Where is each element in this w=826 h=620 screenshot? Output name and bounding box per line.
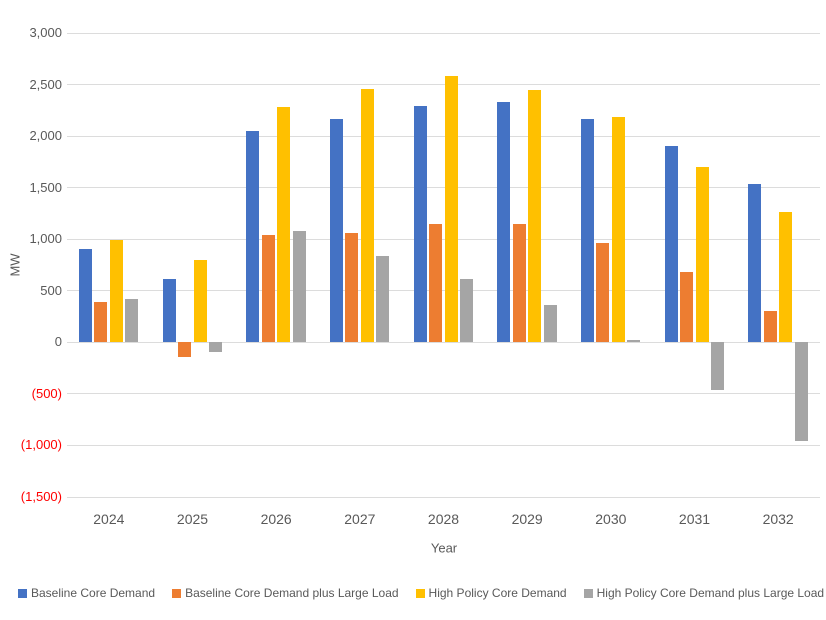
gridline-2500 <box>67 84 820 86</box>
bar-2032-high-policy-core-demand <box>779 212 793 343</box>
x-axis-title: Year <box>430 540 458 556</box>
bar-2030-high-policy-core-demand <box>611 116 625 343</box>
y-tick-label-3000: 3,000 <box>29 25 62 40</box>
bar-2024-baseline-core-demand-plus-large-load <box>94 302 108 343</box>
bar-2027-baseline-core-demand-plus-large-load <box>345 233 359 343</box>
bar-2027-high-policy-core-demand <box>360 88 374 343</box>
legend-label: Baseline Core Demand <box>31 586 156 600</box>
gridline--1000 <box>67 444 820 446</box>
bar-2029-baseline-core-demand <box>497 102 511 343</box>
bar-2025-high-policy-core-demand-plus-large-load <box>209 342 222 352</box>
x-tick-label-2029: 2029 <box>511 511 543 527</box>
gridline-0 <box>67 341 820 343</box>
bar-2027-high-policy-core-demand-plus-large-load <box>376 255 390 343</box>
y-tick-label--500: (500) <box>31 385 62 401</box>
bar-2029-high-policy-core-demand <box>528 89 542 343</box>
bar-2031-high-policy-core-demand <box>695 167 709 343</box>
gridline--500 <box>67 393 820 395</box>
bar-2028-high-policy-core-demand <box>444 76 458 343</box>
bar-2028-baseline-core-demand-plus-large-load <box>429 223 442 343</box>
bar-2029-baseline-core-demand-plus-large-load <box>512 223 526 343</box>
bar-2028-high-policy-core-demand-plus-large-load <box>460 279 473 343</box>
x-tick-label-2024: 2024 <box>93 511 125 527</box>
legend-swatch-icon <box>18 588 27 598</box>
bar-2030-high-policy-core-demand-plus-large-load <box>627 340 641 343</box>
bar-2025-baseline-core-demand <box>162 279 176 343</box>
x-tick-label-2025: 2025 <box>176 511 209 527</box>
bar-2030-baseline-core-demand <box>580 118 594 343</box>
y-tick-label--1500: (1,500) <box>20 489 62 504</box>
x-tick-label-2031: 2031 <box>678 511 711 527</box>
y-tick-label-0: 0 <box>54 334 62 350</box>
bar-2024-baseline-core-demand <box>78 248 92 343</box>
legend: Baseline Core Demand Baseline Core Demand… <box>18 586 824 600</box>
y-tick-label--1000: (1,000) <box>20 437 62 453</box>
bar-2026-high-policy-core-demand-plus-large-load <box>292 230 306 343</box>
legend-swatch-icon <box>415 588 425 598</box>
y-tick-label-1000: 1,000 <box>29 231 62 247</box>
legend-label: High Policy Core Demand <box>428 586 567 600</box>
legend-swatch-icon <box>172 588 182 598</box>
bar-2024-high-policy-core-demand <box>109 240 123 343</box>
x-tick-label-2027: 2027 <box>344 511 376 527</box>
x-tick-label-2030: 2030 <box>595 511 627 527</box>
bar-2029-high-policy-core-demand-plus-large-load <box>543 305 557 343</box>
y-tick-label-1500: 1,500 <box>29 179 62 195</box>
bar-2027-baseline-core-demand <box>329 118 343 343</box>
gridline-1000 <box>67 238 820 240</box>
bar-2032-baseline-core-demand-plus-large-load <box>763 311 777 343</box>
x-tick-label-2028: 2028 <box>427 511 460 527</box>
x-tick-label-2026: 2026 <box>260 511 292 527</box>
x-tick-label-2032: 2032 <box>762 511 794 527</box>
legend-item-high-policy-core-demand-plus-large-load: High Policy Core Demand plus Large Load <box>583 586 825 600</box>
legend-item-baseline-core-demand: Baseline Core Demand <box>18 586 155 600</box>
bar-2026-baseline-core-demand <box>246 130 260 343</box>
legend-swatch-icon <box>583 588 593 598</box>
bar-2032-baseline-core-demand <box>748 183 762 343</box>
bar-2026-baseline-core-demand-plus-large-load <box>261 235 275 343</box>
bar-2030-baseline-core-demand-plus-large-load <box>596 243 610 343</box>
y-tick-label-500: 500 <box>40 282 62 298</box>
legend-label: High Policy Core Demand plus Large Load <box>596 586 825 600</box>
legend-label: Baseline Core Demand plus Large Load <box>185 586 399 600</box>
bar-2025-baseline-core-demand-plus-large-load <box>178 342 191 357</box>
bar-2024-high-policy-core-demand-plus-large-load <box>125 299 139 343</box>
bar-2031-baseline-core-demand-plus-large-load <box>680 272 693 343</box>
y-axis-title: MW <box>7 253 23 277</box>
bar-2028-baseline-core-demand <box>413 106 427 343</box>
bar-2026-high-policy-core-demand <box>277 107 291 343</box>
gridline--1500 <box>67 496 820 498</box>
legend-item-high-policy-core-demand: High Policy Core Demand <box>415 586 567 600</box>
bar-2025-high-policy-core-demand <box>193 259 207 343</box>
bar-2031-baseline-core-demand <box>664 146 678 343</box>
y-tick-label-2000: 2,000 <box>29 128 62 144</box>
legend-item-baseline-core-demand-plus-large-load: Baseline Core Demand plus Large Load <box>172 586 399 600</box>
gridline-1500 <box>67 187 820 189</box>
gridline-3000 <box>67 32 820 34</box>
y-tick-label-2500: 2,500 <box>29 76 62 92</box>
bar-2031-high-policy-core-demand-plus-large-load <box>711 342 724 390</box>
bar-2032-high-policy-core-demand-plus-large-load <box>794 342 808 442</box>
gridline-2000 <box>67 135 820 137</box>
gridline-500 <box>67 290 820 292</box>
